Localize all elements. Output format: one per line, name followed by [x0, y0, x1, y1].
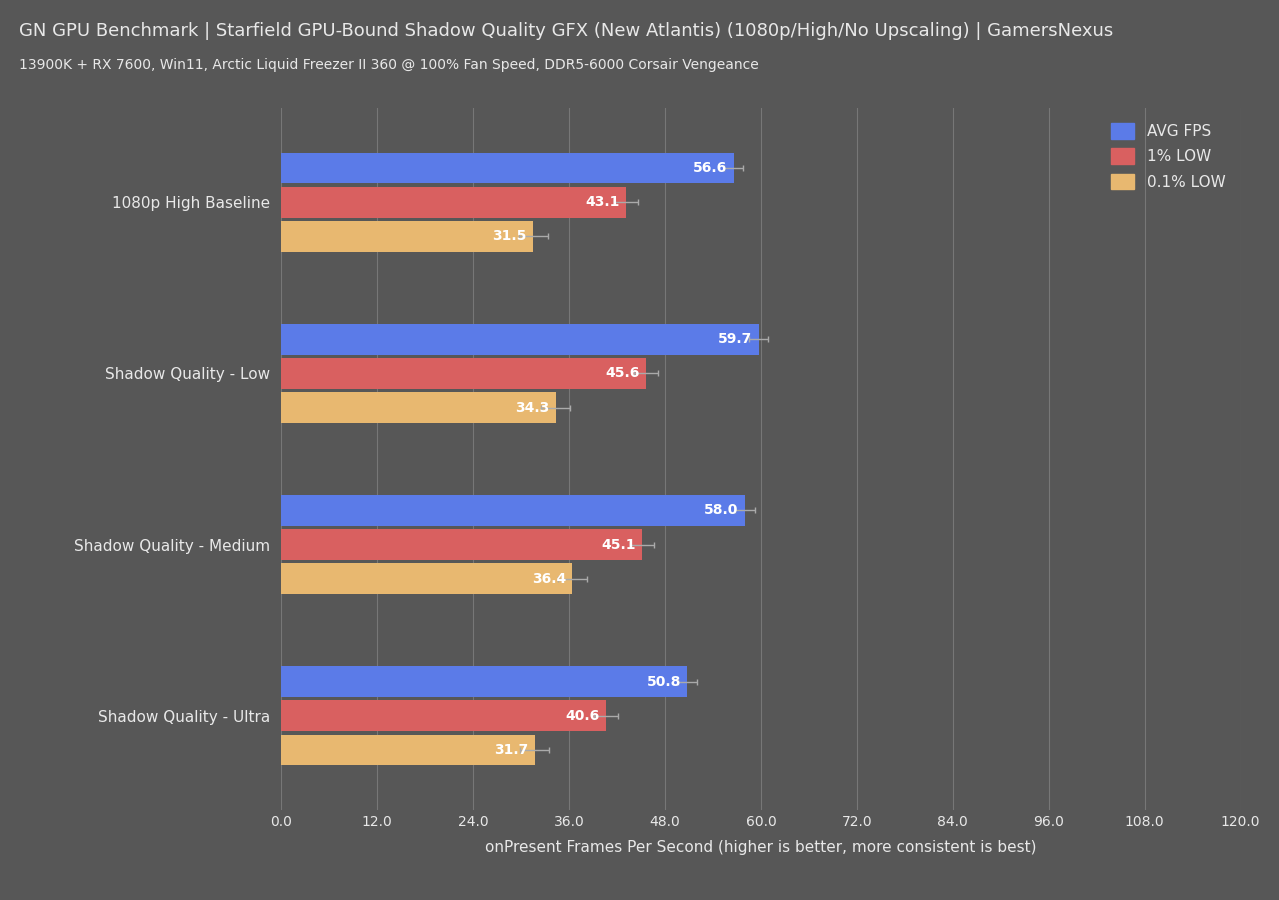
Text: 45.6: 45.6 [605, 366, 640, 381]
Text: 50.8: 50.8 [647, 675, 680, 688]
Bar [281, 152, 734, 184]
Bar [281, 495, 744, 526]
Legend: AVG FPS, 1% LOW, 0.1% LOW: AVG FPS, 1% LOW, 0.1% LOW [1104, 115, 1233, 197]
Text: GN GPU Benchmark | Starfield GPU-Bound Shadow Quality GFX (New Atlantis) (1080p/: GN GPU Benchmark | Starfield GPU-Bound S… [19, 22, 1114, 40]
Bar [281, 187, 625, 218]
Text: 45.1: 45.1 [601, 537, 636, 552]
Text: 56.6: 56.6 [693, 161, 728, 175]
Text: 31.7: 31.7 [494, 743, 528, 757]
Text: 31.5: 31.5 [492, 230, 527, 243]
Bar [281, 734, 535, 766]
Text: 40.6: 40.6 [565, 709, 600, 723]
Bar [281, 529, 642, 560]
Text: 59.7: 59.7 [718, 332, 752, 347]
Bar [281, 324, 758, 355]
Bar [281, 666, 687, 697]
Text: 36.4: 36.4 [532, 572, 565, 586]
Text: 34.3: 34.3 [515, 400, 549, 415]
Bar [281, 392, 555, 423]
Text: 43.1: 43.1 [585, 195, 619, 209]
Bar [281, 221, 533, 252]
Bar [281, 358, 646, 389]
Bar [281, 563, 572, 594]
X-axis label: onPresent Frames Per Second (higher is better, more consistent is best): onPresent Frames Per Second (higher is b… [485, 840, 1037, 855]
Text: 58.0: 58.0 [705, 503, 738, 517]
Bar [281, 700, 606, 731]
Text: 13900K + RX 7600, Win11, Arctic Liquid Freezer II 360 @ 100% Fan Speed, DDR5-600: 13900K + RX 7600, Win11, Arctic Liquid F… [19, 58, 758, 73]
